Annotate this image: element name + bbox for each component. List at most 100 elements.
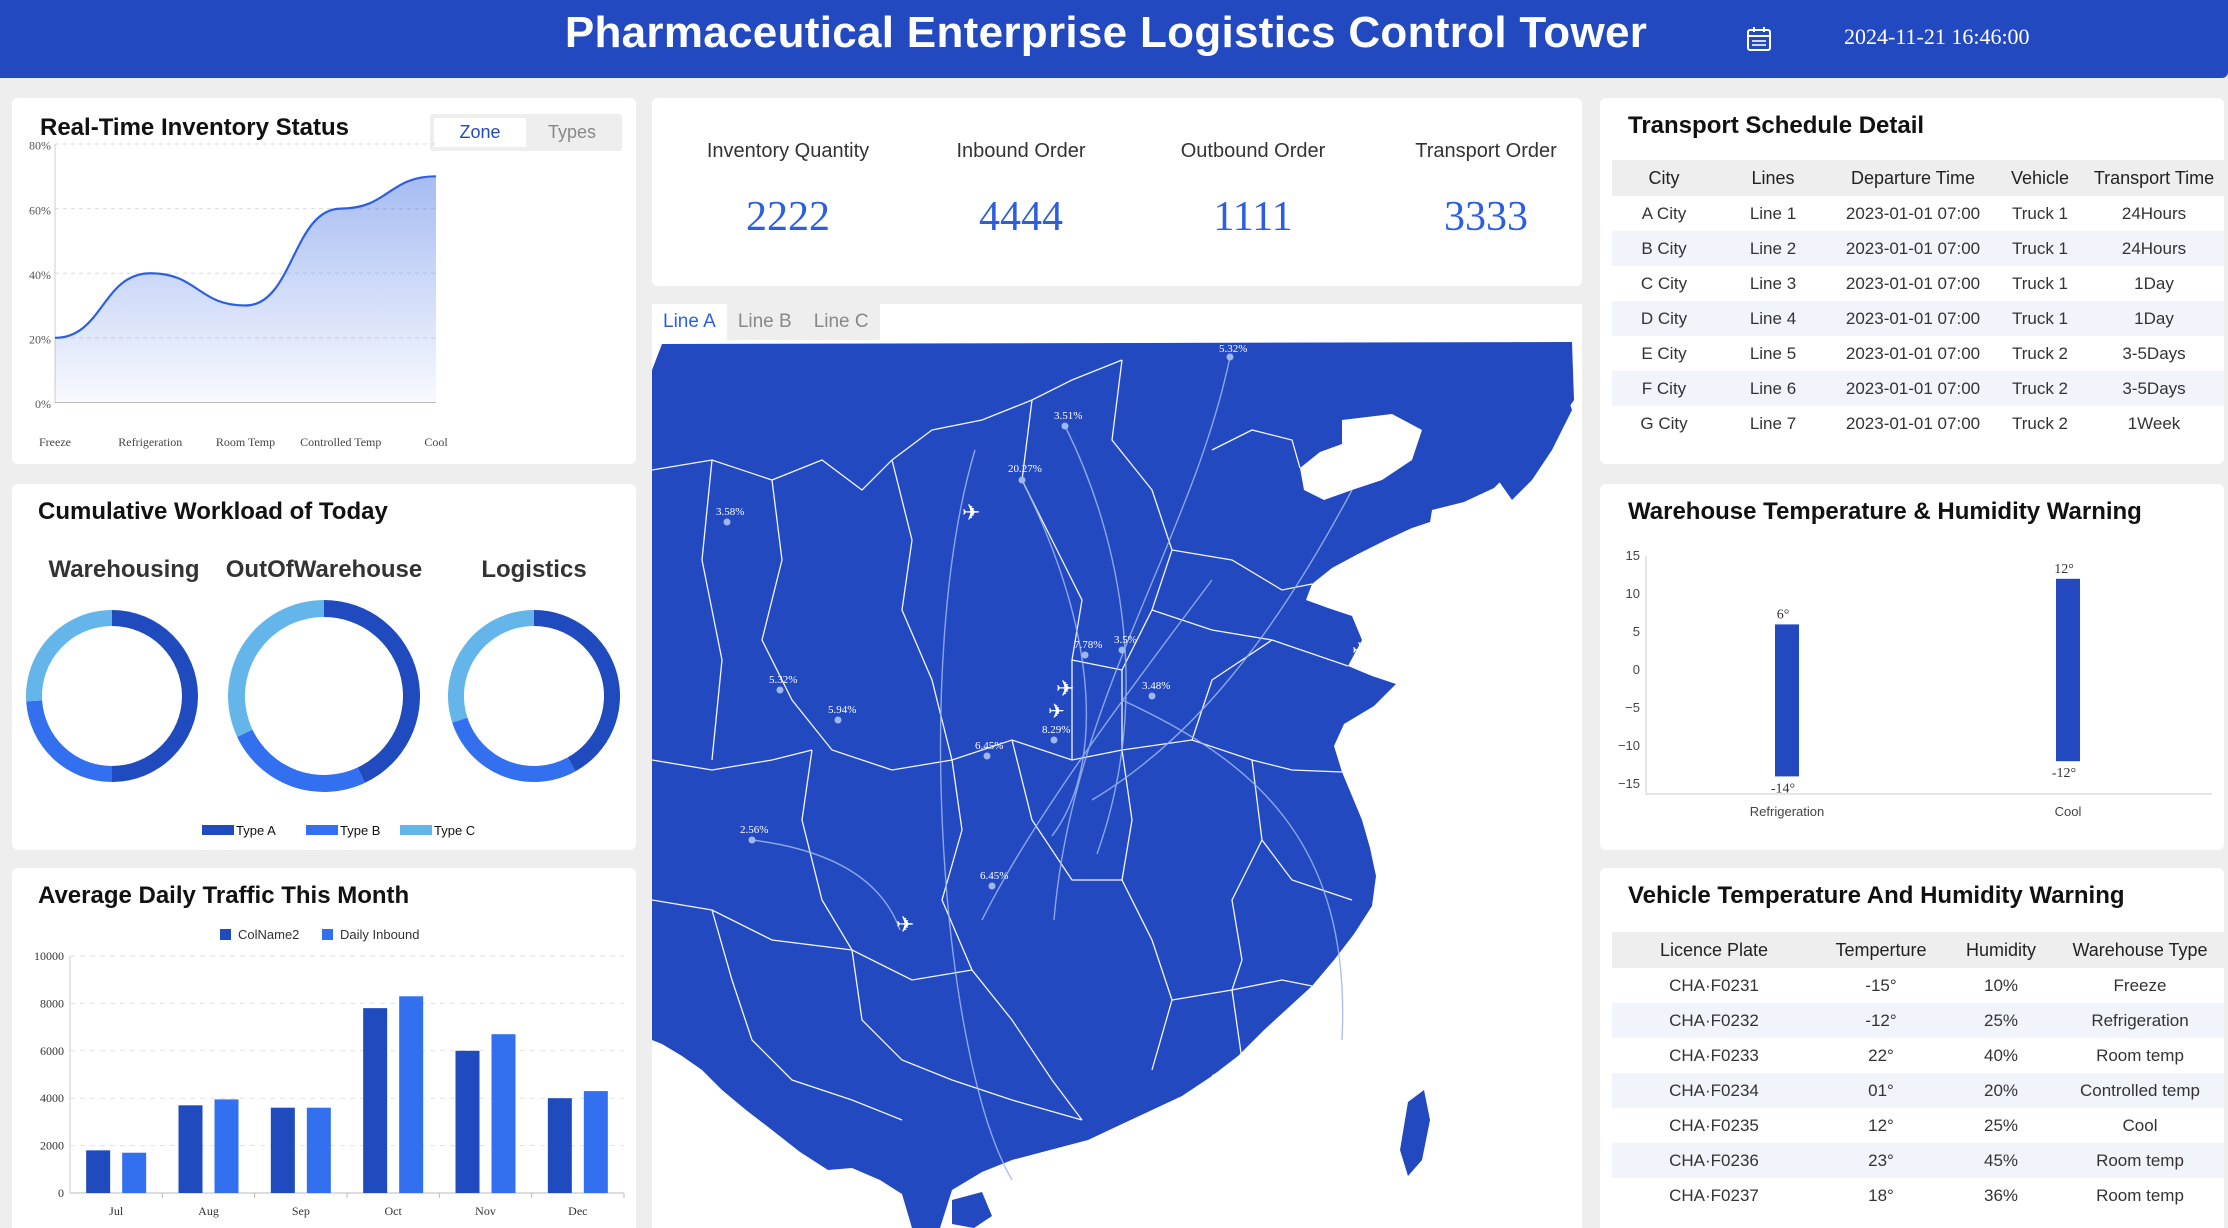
schedule-title: Transport Schedule Detail <box>1628 112 1925 139</box>
table-cell-vehicle: Truck 2 <box>2011 343 2069 363</box>
table-row[interactable]: CHA·F0237 18° 36% Room temp <box>1612 1178 2224 1213</box>
table-cell-warehouse-type: Room temp <box>2056 1143 2224 1178</box>
y-tick-label: 2000 <box>40 1139 64 1153</box>
table-cell-temperature: 18° <box>1868 1185 1894 1205</box>
y-tick-label: −5 <box>1625 700 1640 715</box>
y-tick-label: 60% <box>29 203 51 217</box>
y-tick-label: 5 <box>1633 624 1640 639</box>
table-cell-transport-time: 1Day <box>2134 273 2174 293</box>
china-landmass <box>652 342 1574 1228</box>
yellow-sea <box>1382 490 1582 1228</box>
donut-slice-outofwarehouse-type-b <box>237 729 365 792</box>
workload-title: Cumulative Workload of Today <box>38 498 388 525</box>
table-row[interactable]: B City Line 2 2023-01-01 07:00 Truck 1 24Hou… <box>1612 231 2224 266</box>
bar-daily-inbound-aug <box>214 1099 239 1193</box>
table-cell-temperature: 22° <box>1868 1045 1894 1065</box>
table-cell-warehouse-type: Freeze <box>2113 975 2167 995</box>
col-city: City <box>1612 160 1716 196</box>
svg-text:6.45%: 6.45% <box>975 740 1003 752</box>
area-line <box>55 176 436 338</box>
table-cell-city: D City <box>1612 301 1716 336</box>
tab-line-a[interactable]: Line A <box>652 304 727 340</box>
calendar-icon[interactable] <box>1746 26 1772 52</box>
table-cell-city: B City <box>1612 231 1716 266</box>
map-point-labels: 5.32% 3.51% 20.27% 3.58% 7.78% 3.5% 3.48… <box>716 343 1247 882</box>
x-tick-label: Cool <box>2055 804 2082 819</box>
bar-colname2-aug <box>178 1105 203 1193</box>
area-fill <box>55 176 436 403</box>
route-map[interactable]: 5.32% 3.51% 20.27% 3.58% 7.78% 3.5% 3.48… <box>652 340 1582 1228</box>
y-tick-label: 8000 <box>40 996 64 1010</box>
header-bar: Pharmaceutical Enterprise Logistics Cont… <box>0 0 2228 78</box>
table-row[interactable]: G City Line 7 2023-01-01 07:00 Truck 2 1Week <box>1612 406 2224 441</box>
x-tick-label: Dec <box>568 1204 587 1218</box>
table-cell-city: G City <box>1640 413 1688 433</box>
table-cell-transport-time: 24Hours <box>2121 203 2187 223</box>
table-row[interactable]: CHA·F0232 -12° 25% Refrigeration <box>1612 1003 2224 1038</box>
col-vehicle: Vehicle <box>1996 160 2084 196</box>
plane-icon: ✈ <box>1352 638 1370 663</box>
vehicle-warning-title: Vehicle Temperature And Humidity Warning <box>1628 882 2125 909</box>
stat-inbound-order: Inbound Order 4444 <box>905 140 1137 241</box>
table-cell-city: E City <box>1641 343 1687 363</box>
table-row[interactable]: CHA·F0231 -15° 10% Freeze <box>1612 968 2224 1003</box>
min-label: -14° <box>1771 781 1795 796</box>
table-cell-transport-time: 1Week <box>2127 413 2181 433</box>
plane-icons: ✈ ✈ ✈ ✈ ✈ <box>896 500 1370 937</box>
legend-swatch <box>220 929 231 940</box>
table-row[interactable]: D City Line 4 2023-01-01 07:00 Truck 1 1Day <box>1612 301 2224 336</box>
table-cell-warehouse-type: Cool <box>2122 1115 2158 1135</box>
table-row[interactable]: A City Line 1 2023-01-01 07:00 Truck 1 24Hou… <box>1612 196 2224 231</box>
table-cell-transport-time: 1Day <box>2084 301 2224 336</box>
legend-label: Type B <box>340 823 380 838</box>
bar-daily-inbound-oct <box>399 996 424 1193</box>
table-cell-vehicle: Truck 2 <box>2011 413 2069 433</box>
donut-slice-logistics-type-a <box>534 610 620 772</box>
donut-title-outofwarehouse: OutOfWarehouse <box>225 556 423 583</box>
table-row[interactable]: CHA·F0233 22° 40% Room temp <box>1612 1038 2224 1073</box>
x-tick-label: Oct <box>385 1204 403 1218</box>
svg-text:3.58%: 3.58% <box>716 506 744 518</box>
table-cell-lines: Line 4 <box>1716 301 1830 336</box>
table-row[interactable]: CHA·F0236 23° 45% Room temp <box>1612 1143 2224 1178</box>
svg-text:8.29%: 8.29% <box>1042 724 1070 736</box>
tab-types[interactable]: Types <box>547 122 597 142</box>
warehouse-range-chart: 15 10 5 0 −5 −10 −15 6° -14° Refrigeration 12° -12°… <box>1618 548 2212 819</box>
table-cell-departure: 2023-01-01 07:00 <box>1845 273 1981 293</box>
tab-line-b[interactable]: Line B <box>726 304 803 340</box>
table-row[interactable]: CHA·F0235 12° 25% Cool <box>1612 1108 2224 1143</box>
table-row[interactable]: CHA·F0234 01° 20% Controlled temp <box>1612 1073 2224 1108</box>
y-tick-label: 80% <box>29 139 51 153</box>
traffic-bar-chart: 0 2000 4000 6000 8000 10000 Jul Aug Sep Oct Nov Dec… <box>34 927 625 1218</box>
svg-text:5.32%: 5.32% <box>769 674 797 686</box>
x-tick-label: Refrigeration <box>1750 804 1824 819</box>
table-row[interactable]: C City Line 3 2023-01-01 07:00 Truck 1 1Day <box>1612 266 2224 301</box>
table-row[interactable]: E City Line 5 2023-01-01 07:00 Truck 2 3-5Da… <box>1612 336 2224 371</box>
tab-zone[interactable]: Zone <box>434 118 526 147</box>
donut-slice-outofwarehouse-type-a <box>324 600 420 783</box>
tab-line-c[interactable]: Line C <box>802 304 880 340</box>
col-humidity: Humidity <box>1946 932 2056 968</box>
datetime-display: 2024-11-21 16:46:00 <box>1844 24 2030 49</box>
table-cell-licence-plate: CHA·F0235 <box>1669 1115 1759 1135</box>
hainan-island <box>952 1192 992 1228</box>
table-cell-transport-time: 3-5Days <box>2122 343 2186 363</box>
y-tick-label: −15 <box>1618 776 1640 791</box>
inventory-tab-switch: Zone Types <box>430 114 622 151</box>
table-cell-departure: 2023-01-01 07:00 <box>1845 203 1981 223</box>
y-tick-label: 15 <box>1626 548 1640 563</box>
table-cell-warehouse-type: Controlled temp <box>2056 1073 2224 1108</box>
y-tick-label: 0% <box>35 397 51 411</box>
table-cell-departure: 2023-01-01 07:00 <box>1830 301 1996 336</box>
x-tick-label: Refrigeration <box>118 435 182 449</box>
y-tick-label: 0 <box>1633 662 1640 677</box>
bar-colname2-dec <box>547 1098 572 1193</box>
table-cell-vehicle: Truck 1 <box>1996 231 2084 266</box>
table-cell-vehicle: Truck 1 <box>1996 301 2084 336</box>
bar-daily-inbound-dec <box>583 1091 608 1193</box>
y-tick-label: 20% <box>29 333 51 347</box>
page-title: Pharmaceutical Enterprise Logistics Cont… <box>564 8 1648 57</box>
stat-value: 1111 <box>1213 194 1293 240</box>
table-cell-transport-time: 3-5Days <box>2084 371 2224 406</box>
table-row[interactable]: F City Line 6 2023-01-01 07:00 Truck 2 3-5Da… <box>1612 371 2224 406</box>
